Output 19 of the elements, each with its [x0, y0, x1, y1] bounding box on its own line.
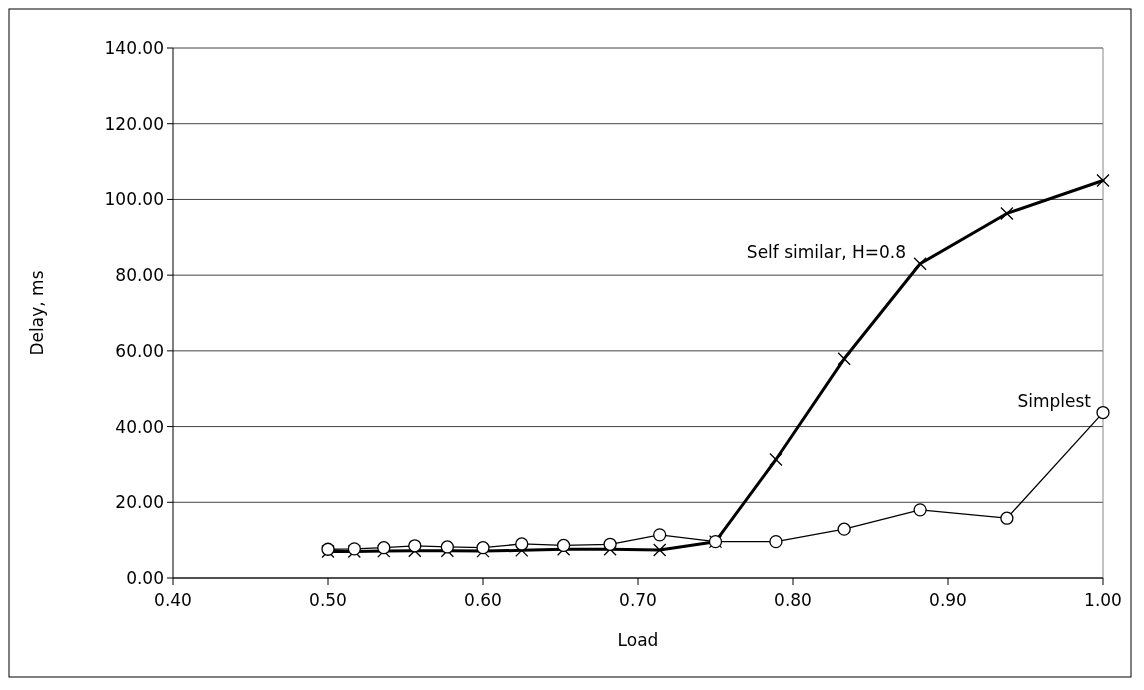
y-tick-label: 100.00 — [104, 189, 164, 210]
x-tick-label: 1.00 — [1084, 590, 1122, 610]
series-label: Simplest — [1017, 390, 1092, 411]
y-tick-label: 40.00 — [115, 416, 164, 437]
series-label: Self similar, H=0.8 — [746, 241, 907, 262]
y-tick-label: 120.00 — [104, 113, 164, 134]
y-tick-label: 80.00 — [115, 265, 164, 286]
x-tick-label: 0.90 — [929, 590, 967, 610]
y-tick-label: 0.00 — [126, 567, 164, 588]
y-tick-label: 20.00 — [115, 492, 164, 513]
x-tick-label: 0.40 — [154, 590, 192, 610]
y-tick-label: 140.00 — [104, 37, 164, 58]
x-tick-label: 0.60 — [464, 590, 502, 610]
y-axis-title: Delay, ms — [27, 270, 47, 356]
x-axis-title: Load — [617, 630, 659, 650]
y-tick-label: 60.00 — [115, 340, 164, 361]
x-tick-label: 0.70 — [619, 590, 657, 610]
x-tick-label: 0.50 — [309, 590, 347, 610]
x-tick-label: 0.80 — [774, 590, 812, 610]
